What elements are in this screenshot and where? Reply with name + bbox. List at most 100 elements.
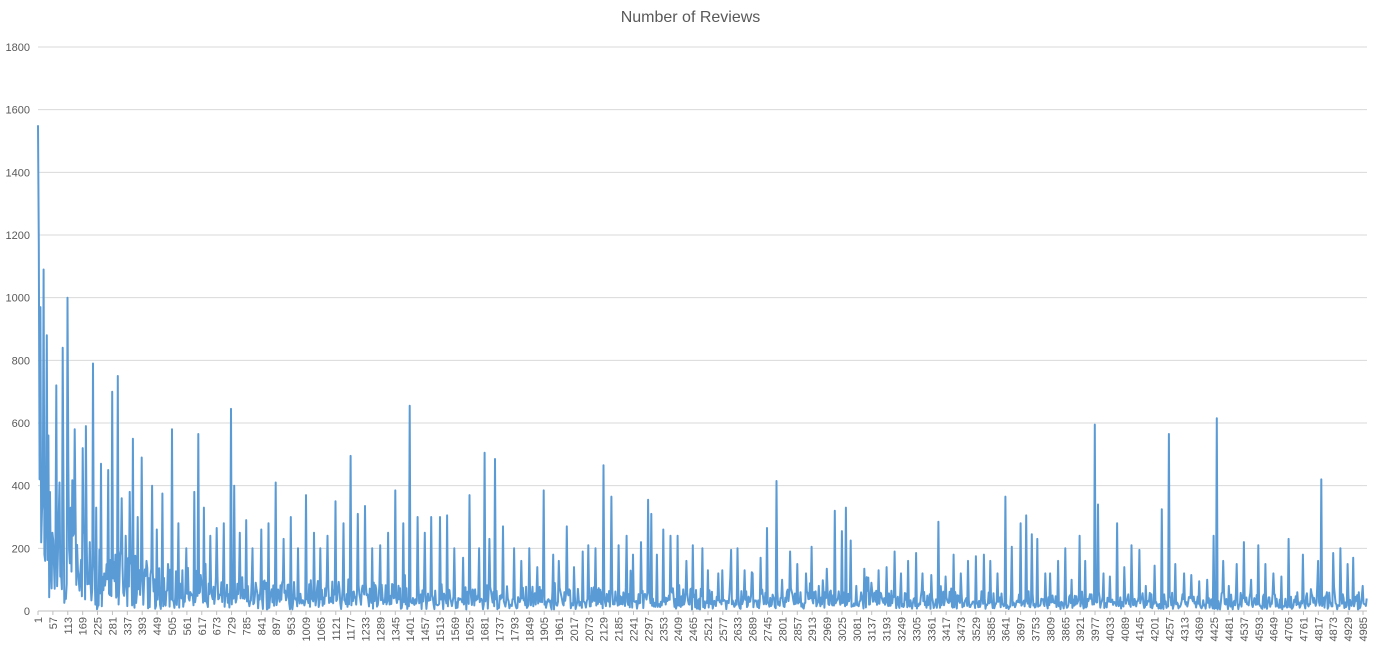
x-tick-label: 3865 [1060,617,1072,641]
x-tick-label: 1065 [316,617,328,641]
series-layer [37,125,1368,611]
x-tick-label: 1905 [539,617,551,641]
x-tick-label: 2801 [777,617,789,641]
x-tick-label: 1457 [420,617,432,641]
x-tick-label: 1 [33,617,45,623]
x-tick-label: 617 [197,617,209,635]
gridlines [38,46,1367,549]
x-tick-label: 3193 [882,617,894,641]
y-tick-label: 1800 [6,42,30,54]
x-tick-label: 337 [122,617,134,635]
x-tick-label: 2353 [658,617,670,641]
x-tick-label: 4369 [1194,617,1206,641]
x-tick-label: 2129 [599,617,611,641]
x-tick-label: 3137 [867,617,879,641]
x-tick-label: 225 [93,617,105,635]
x-tick-label: 449 [152,617,164,635]
x-tick-label: 897 [271,617,283,635]
x-tick-label: 1793 [509,617,521,641]
y-tick-label: 200 [12,543,30,555]
y-axis-ticks: 0 200 400 600 800 1000 1200 1400 1600 1800 [6,42,30,618]
x-tick-label: 3697 [1016,617,1028,641]
x-tick-label: 785 [241,617,253,635]
x-tick-label: 1681 [480,617,492,641]
x-tick-label: 3977 [1090,617,1102,641]
x-tick-label: 2073 [584,617,596,641]
x-tick-label: 1401 [405,617,417,641]
x-tick-label: 3529 [971,617,983,641]
x-tick-label: 57 [48,617,60,629]
x-tick-label: 3025 [837,617,849,641]
y-tick-label: 0 [24,606,30,618]
x-tick-label: 2633 [733,617,745,641]
y-tick-label: 1400 [6,167,30,179]
x-tick-label: 1289 [375,617,387,641]
x-tick-label: 2857 [792,617,804,641]
x-tick-label: 2689 [748,617,760,641]
x-tick-label: 1849 [524,617,536,641]
x-tick-label: 3921 [1075,617,1087,641]
x-tick-label: 169 [78,617,90,635]
x-tick-label: 2017 [569,617,581,641]
x-tick-label: 4985 [1358,617,1370,641]
x-tick-label: 113 [63,617,75,635]
x-tick-label: 4873 [1328,617,1340,641]
x-tick-label: 3417 [941,617,953,641]
x-tick-label: 3081 [852,617,864,641]
x-tick-label: 953 [286,617,298,635]
x-tick-label: 561 [182,617,194,635]
x-tick-label: 3809 [1045,617,1057,641]
x-axis-ticks: 1 57 113 169 225 281 337 393 449 505 561 617 673 729 7… [33,611,1370,641]
x-tick-label: 1625 [465,617,477,641]
x-tick-label: 4481 [1224,617,1236,641]
x-tick-label: 1009 [301,617,313,641]
x-tick-label: 4593 [1254,617,1266,641]
x-tick-label: 3305 [911,617,923,641]
x-tick-label: 3361 [926,617,938,641]
x-tick-label: 4425 [1209,617,1221,641]
x-tick-label: 4537 [1239,617,1251,641]
x-tick-label: 2913 [807,617,819,641]
x-tick-label: 2521 [703,617,715,641]
x-tick-label: 3249 [896,617,908,641]
y-tick-label: 1600 [6,105,30,117]
x-tick-label: 1961 [554,617,566,641]
x-tick-label: 2409 [673,617,685,641]
y-tick-label: 400 [12,481,30,493]
x-tick-label: 4145 [1135,617,1147,641]
x-tick-label: 673 [212,617,224,635]
x-tick-label: 729 [227,617,239,635]
x-tick-label: 2241 [629,617,641,641]
y-tick-label: 800 [12,355,30,367]
x-tick-label: 1345 [390,617,402,641]
x-tick-label: 3585 [986,617,998,641]
x-tick-label: 505 [167,617,179,635]
x-tick-label: 393 [137,617,149,635]
x-tick-label: 4033 [1105,617,1117,641]
x-tick-label: 4089 [1120,617,1132,641]
x-tick-label: 2745 [763,617,775,641]
x-tick-label: 281 [107,617,119,635]
x-tick-label: 3753 [1030,617,1042,641]
y-tick-label: 1200 [6,230,30,242]
x-tick-label: 1737 [495,617,507,641]
x-tick-label: 1121 [331,617,343,641]
x-tick-label: 2185 [614,617,626,641]
series-line [37,125,1368,611]
x-tick-label: 3641 [1001,617,1013,641]
x-tick-label: 4929 [1343,617,1355,641]
x-tick-label: 1177 [346,617,358,641]
x-tick-label: 1513 [435,617,447,641]
x-tick-label: 4705 [1284,617,1296,641]
x-tick-label: 2969 [822,617,834,641]
x-tick-label: 4649 [1269,617,1281,641]
x-tick-label: 3473 [956,617,968,641]
y-tick-label: 600 [12,418,30,430]
x-tick-label: 4257 [1164,617,1176,641]
chart-title: Number of Reviews [620,9,761,26]
x-tick-label: 841 [256,617,268,635]
x-tick-label: 4761 [1298,617,1310,641]
y-tick-label: 1000 [6,293,30,305]
x-tick-label: 2297 [643,617,655,641]
